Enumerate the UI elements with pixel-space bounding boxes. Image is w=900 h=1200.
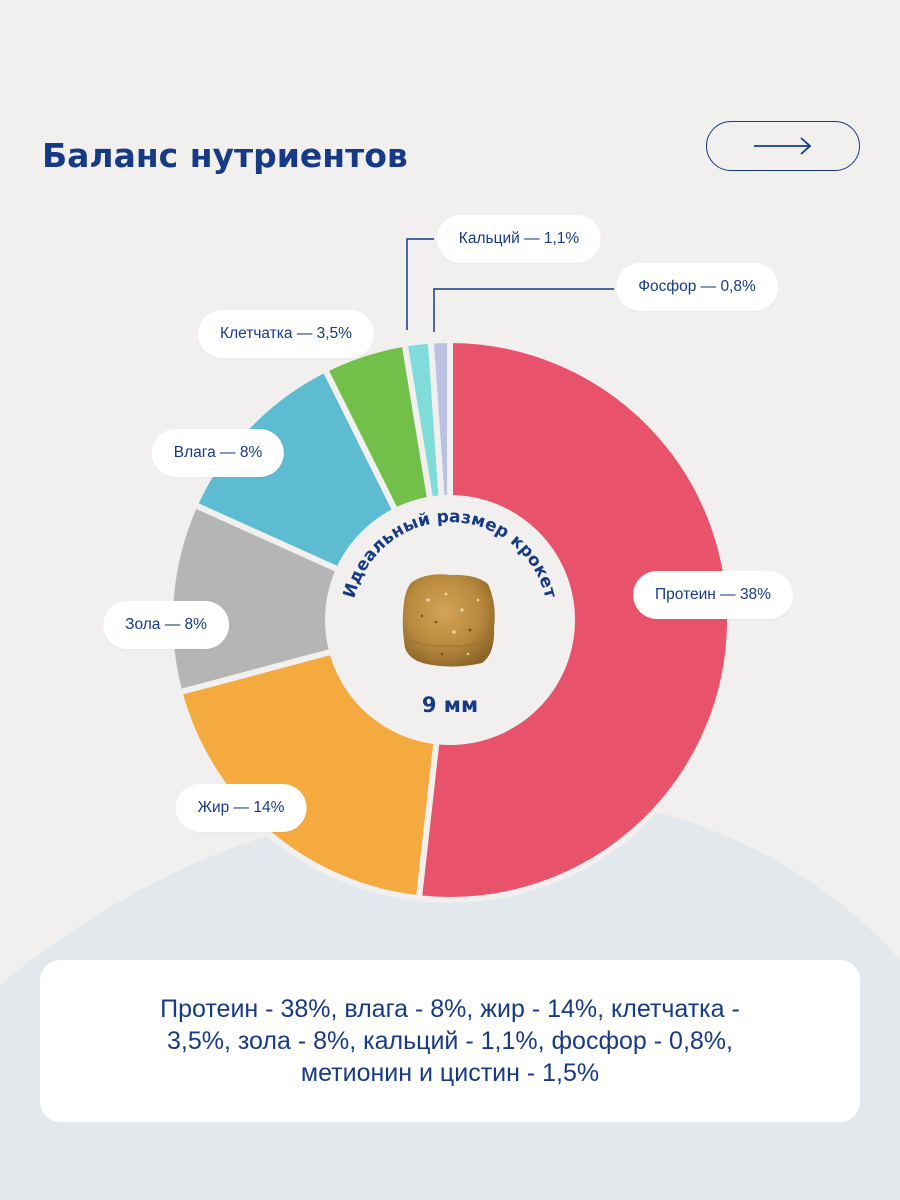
summary-text: Протеин - 38%, влага - 8%, жир - 14%, кл… [160,995,740,1087]
kibble-size-value: 9 мм [421,693,479,717]
kibble-image [402,574,495,667]
slice-ash [167,501,453,696]
label-ash: Зола — 8% [103,601,229,649]
label-calcium: Кальций — 1,1% [436,215,602,263]
label-moisture: Влага — 8% [151,429,285,477]
summary-card: Протеин - 38%, влага - 8%, жир - 14%, кл… [40,960,860,1122]
label-protein: Протеин — 38% [633,571,793,619]
label-leaders [406,238,614,332]
label-phosphorus: Фосфор — 0,8% [616,263,778,311]
page-title: Баланс нутриентов [42,136,408,175]
arrow-right-icon [754,137,812,155]
leader-line-calcium [406,238,434,330]
leader-line-phosphorus [433,288,614,332]
label-fat: Жир — 14% [175,784,307,832]
label-fiber: Клетчатка — 3,5% [198,310,374,358]
next-arrow-button[interactable] [706,121,860,171]
